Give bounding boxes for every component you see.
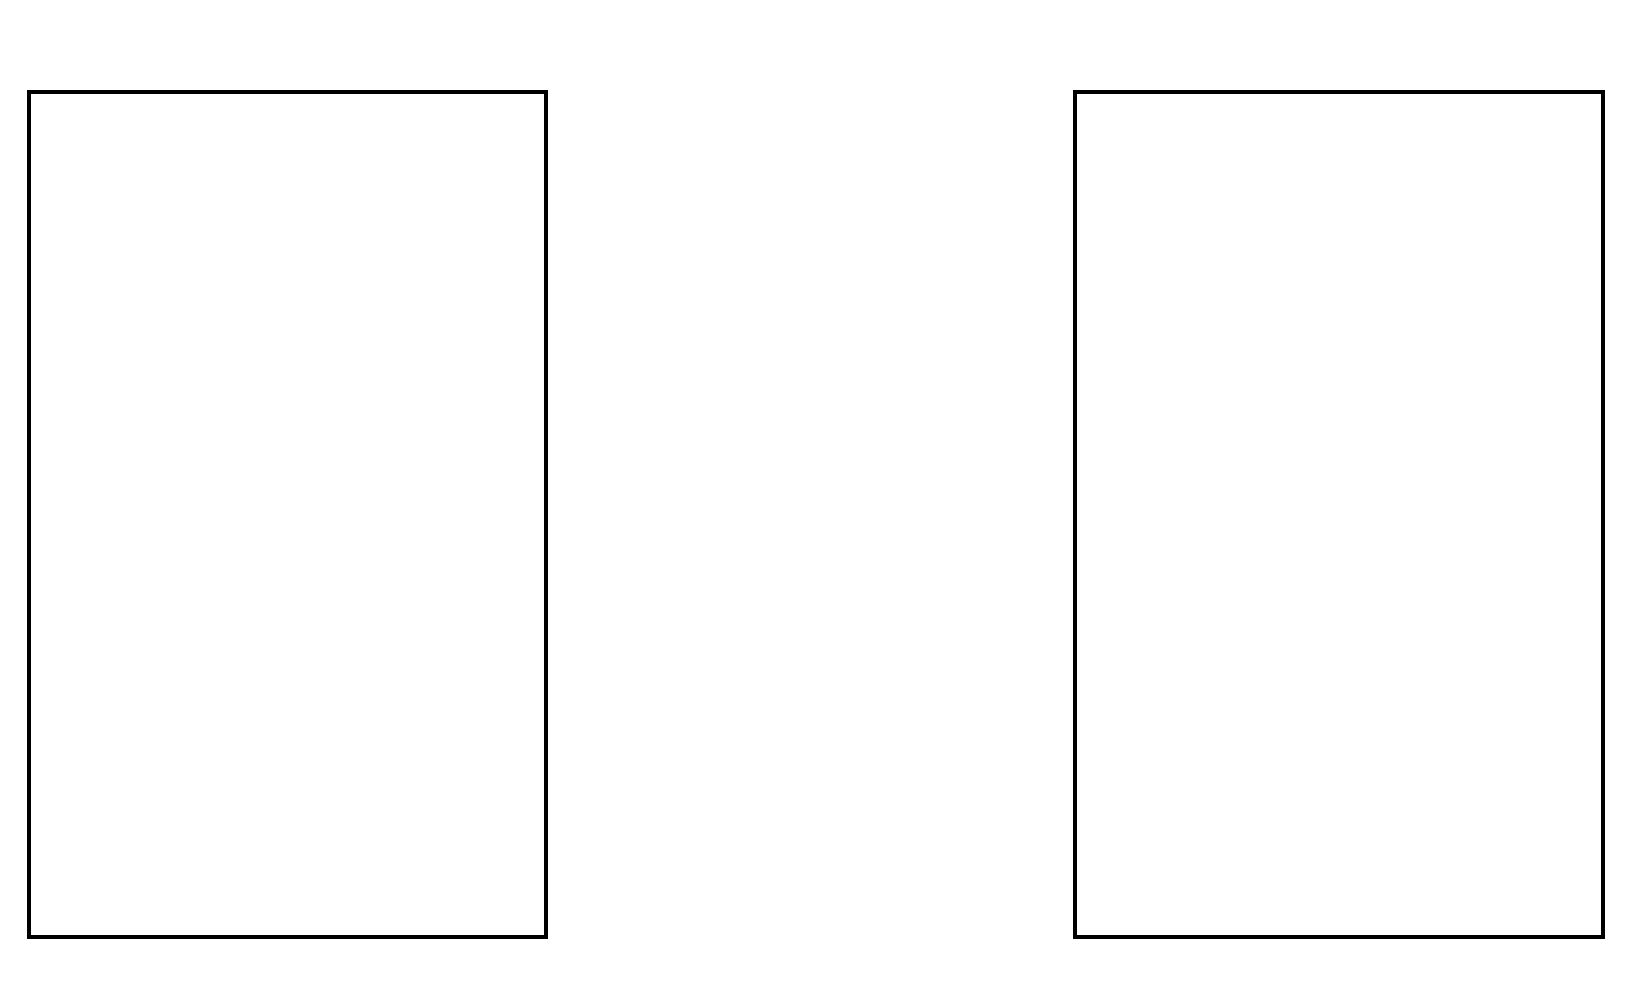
heatmap-quiver-plot	[31, 94, 544, 935]
ellipse-field-plot	[1077, 94, 1601, 935]
quiver-key-arrow-icon	[366, 34, 428, 50]
mean-current-heatmap-panel	[27, 90, 548, 939]
variance-ellipse-panel	[1073, 90, 1605, 939]
quiver-key	[366, 34, 448, 50]
